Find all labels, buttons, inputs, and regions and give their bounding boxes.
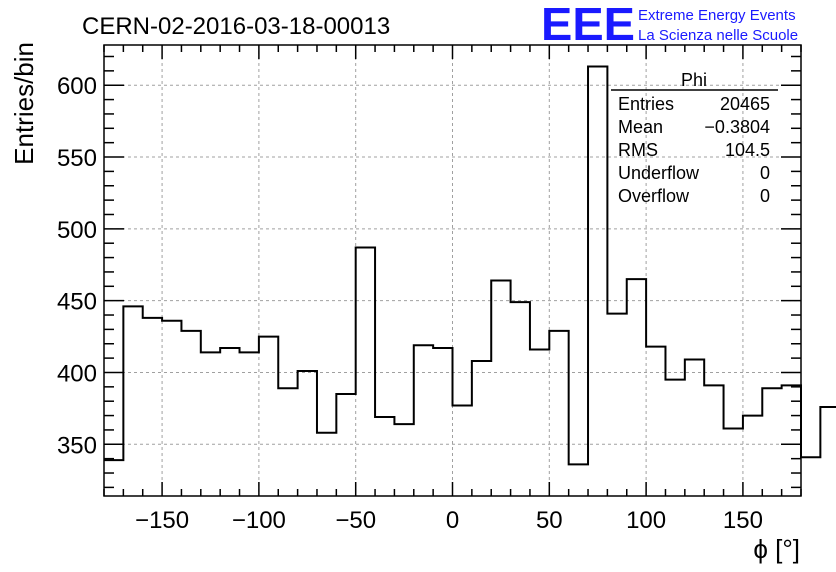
eee-logo-line2: La Scienza nelle Scuole <box>638 27 798 44</box>
stats-row-label: Overflow <box>618 186 690 206</box>
histogram-bin <box>646 347 665 496</box>
stats-box: Phi Entries 20465 Mean −0.3804 RMS 104.5… <box>611 70 778 206</box>
x-tick-label: 0 <box>446 507 459 534</box>
y-tick-label: 600 <box>57 73 97 100</box>
histogram-bin <box>782 385 801 496</box>
histogram-bin <box>569 464 588 496</box>
axis-ticks <box>103 45 802 496</box>
histogram-bin <box>472 361 491 496</box>
histogram-bin <box>453 406 472 496</box>
eee-logo-text: EEE <box>541 0 635 50</box>
histogram-bin <box>704 385 723 496</box>
x-tick-label: −100 <box>232 507 286 534</box>
histogram-bin <box>511 302 530 496</box>
stats-row-value: 104.5 <box>725 140 770 160</box>
histogram-bin <box>685 360 704 496</box>
grid-lines <box>104 45 801 496</box>
histogram-bin <box>414 345 433 496</box>
y-axis-label: Entries/bin <box>9 42 39 165</box>
histogram-bin <box>820 407 836 496</box>
y-tick-label: 350 <box>57 432 97 459</box>
x-tick-label: 150 <box>723 507 763 534</box>
stats-row-label: Underflow <box>618 163 700 183</box>
histogram-bin <box>394 424 413 496</box>
y-tick-label: 500 <box>57 217 97 244</box>
y-tick-label: 450 <box>57 289 97 316</box>
eee-logo: EEE Extreme Energy Events La Scienza nel… <box>541 0 798 50</box>
stats-row-value: 0 <box>760 163 770 183</box>
histogram-bin <box>724 428 743 496</box>
stats-box-title: Phi <box>681 70 707 90</box>
histogram-bin <box>143 318 162 496</box>
histogram-bin <box>298 371 317 496</box>
stats-row-value: −0.3804 <box>704 117 770 137</box>
x-tick-label: −150 <box>135 507 189 534</box>
histogram-bin <box>627 279 646 496</box>
y-tick-label: 550 <box>57 145 97 172</box>
histogram-bin <box>607 314 626 496</box>
histogram-bin <box>375 417 394 496</box>
histogram-bin <box>317 433 336 496</box>
histogram-bin <box>530 349 549 496</box>
stats-rows: Entries 20465 Mean −0.3804 RMS 104.5 Und… <box>618 94 770 206</box>
histogram-bin <box>278 388 297 496</box>
x-axis-label: ϕ [°] <box>753 534 800 564</box>
x-tick-label: −50 <box>335 507 376 534</box>
chart-title: CERN-02-2016-03-18-00013 <box>82 13 390 40</box>
histogram-bin <box>181 331 200 496</box>
histogram-bin <box>588 67 607 496</box>
eee-logo-line1: Extreme Energy Events <box>638 7 796 24</box>
x-tick-label: 100 <box>626 507 666 534</box>
histogram-outline <box>104 65 836 466</box>
histogram-bin <box>240 352 259 496</box>
histogram-bin <box>491 281 510 496</box>
histogram-bin <box>162 321 181 496</box>
histogram-bin <box>801 457 820 496</box>
histogram-bin <box>220 348 239 496</box>
x-tick-labels: −150 −100 −50 0 50 100 150 <box>135 507 763 534</box>
stats-row-label: Mean <box>618 117 663 137</box>
histogram-bin <box>665 380 684 496</box>
histogram-bin <box>259 337 278 496</box>
stats-row-value: 20465 <box>720 94 770 114</box>
stats-row-label: Entries <box>618 94 674 114</box>
x-tick-label: 50 <box>536 507 563 534</box>
y-tick-label: 400 <box>57 360 97 387</box>
histogram-bin <box>104 460 123 496</box>
histogram-bin <box>356 248 375 496</box>
histogram-bin <box>762 388 781 496</box>
stats-row-value: 0 <box>760 186 770 206</box>
histogram-bin <box>743 416 762 496</box>
histogram-bin <box>201 352 220 496</box>
histogram-bins <box>104 65 836 496</box>
y-tick-labels: 350 400 450 500 550 600 <box>57 73 97 459</box>
stats-row-label: RMS <box>618 140 658 160</box>
histogram-bin <box>549 331 568 496</box>
histogram-bin <box>433 348 452 496</box>
histogram-bin <box>336 394 355 496</box>
histogram-bin <box>123 306 142 496</box>
